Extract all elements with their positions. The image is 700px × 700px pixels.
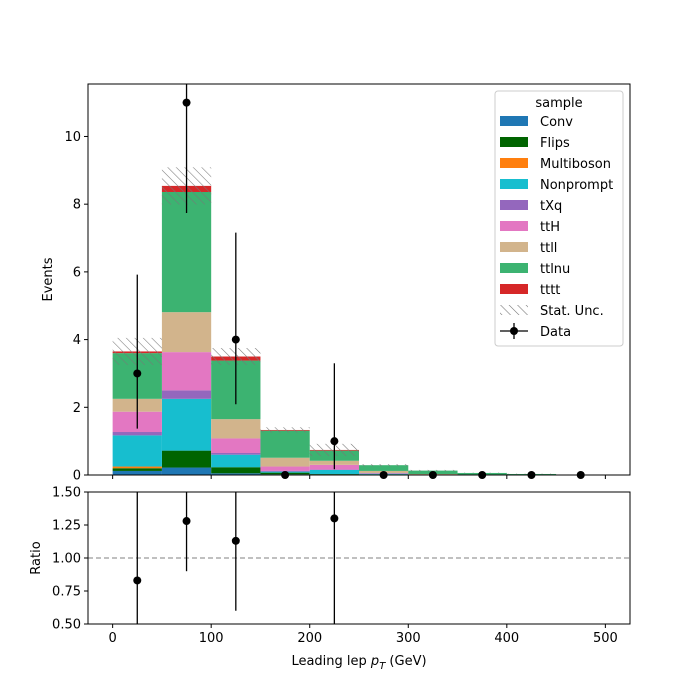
x-tick-label: 500 <box>593 631 618 646</box>
legend-title: sample <box>535 96 582 111</box>
legend-label-ttlnu: ttlnu <box>540 262 570 277</box>
x-tick-label: 400 <box>494 631 519 646</box>
legend-label-flips: Flips <box>540 136 570 151</box>
y-tick-label: 8 <box>73 198 81 213</box>
ratio-y-ticks: 0.50 0.75 1.00 1.25 1.50 <box>52 486 88 633</box>
stat-unc-band-bin-3 <box>260 427 310 433</box>
legend-swatch-txq <box>500 200 528 210</box>
ratio-point-3 <box>330 514 339 523</box>
legend-swatch-tttt <box>500 284 528 294</box>
bar-conv-bin-2 <box>211 473 261 475</box>
legend-swatch-stat-unc <box>500 305 528 315</box>
x-tick-label: 0 <box>108 631 116 646</box>
x-tick-label: 200 <box>297 631 322 646</box>
legend-swatch-conv <box>500 116 528 126</box>
legend-swatch-tth <box>500 221 528 231</box>
main-x-ticks <box>112 475 606 479</box>
legend-box <box>494 90 624 347</box>
ratio-panel: 0.50 0.75 1.00 1.25 1.50 0 100 200 300 400 500 Ra… <box>29 486 631 672</box>
bar-tth-bin-2 <box>211 438 261 453</box>
legend-label-data: Data <box>540 325 571 340</box>
data-point-2 <box>231 335 240 344</box>
legend-swatch-flips <box>500 137 528 147</box>
bar-conv-bin-0 <box>112 470 162 475</box>
data-point-0 <box>133 369 142 378</box>
legend-swatch-multiboson <box>500 158 528 168</box>
bar-conv-bin-1 <box>161 467 212 475</box>
ratio-point-1 <box>182 517 191 526</box>
ratio-point-0 <box>133 576 142 585</box>
y-tick-label: 1.25 <box>52 519 81 534</box>
y-tick-label: 1.00 <box>52 552 81 567</box>
bar-flips-bin-0 <box>112 468 162 471</box>
stat-unc-band-bin-6 <box>408 469 458 472</box>
x-tick-label: 100 <box>199 631 224 646</box>
y-tick-label: 2 <box>73 401 81 416</box>
main-y-ticks: 0 2 4 6 8 10 <box>64 130 88 484</box>
legend-swatch-ttlnu <box>500 263 528 273</box>
bar-flips-bin-1 <box>161 450 212 468</box>
legend-label-tttt: tttt <box>540 283 560 298</box>
bar-nonprompt-bin-1 <box>161 398 212 451</box>
main-y-axis-label: Events <box>41 257 56 301</box>
main-panel: 0 2 4 6 8 10 Events <box>41 83 631 484</box>
ratio-point-2 <box>231 536 240 545</box>
bar-ttlnu-bin-5 <box>359 465 409 471</box>
y-tick-label: 6 <box>73 265 81 280</box>
legend-label-ttll: ttll <box>540 241 557 256</box>
bar-txq-bin-0 <box>112 432 162 436</box>
bar-ttll-bin-2 <box>211 419 261 439</box>
legend: sample Conv Flips Multiboson Nonprompt tXq tt… <box>494 90 624 347</box>
legend-label-conv: Conv <box>540 115 573 130</box>
bar-txq-bin-1 <box>161 390 212 399</box>
y-tick-label: 0.50 <box>52 618 81 633</box>
bar-multiboson-bin-0 <box>112 466 162 469</box>
bar-flips-bin-2 <box>211 467 261 474</box>
stat-unc-band-bin-5 <box>359 464 409 467</box>
y-tick-label: 4 <box>73 333 81 348</box>
bar-nonprompt-bin-4 <box>309 469 359 474</box>
legend-swatch-nonprompt <box>500 179 528 189</box>
legend-data-marker <box>510 327 518 335</box>
legend-label-txq: tXq <box>540 199 562 214</box>
bar-tth-bin-3 <box>260 466 310 471</box>
bar-ttlnu-bin-3 <box>260 430 310 458</box>
data-point-4 <box>330 437 339 446</box>
bar-txq-bin-2 <box>211 452 261 455</box>
bar-tth-bin-1 <box>161 352 212 391</box>
legend-label-tth: ttH <box>540 220 560 235</box>
x-axis-label: Leading lep pT (GeV) <box>291 654 426 672</box>
main-plot-frame <box>87 83 631 476</box>
bar-ttll-bin-3 <box>260 457 310 467</box>
x-tick-label: 300 <box>396 631 421 646</box>
y-tick-label: 1.50 <box>52 486 81 501</box>
data-point-1 <box>182 98 191 107</box>
ratio-y-axis-label: Ratio <box>29 541 44 574</box>
legend-swatch-ttll <box>500 242 528 252</box>
bar-ttll-bin-1 <box>161 312 212 353</box>
ratio-x-ticks: 0 100 200 300 400 500 <box>108 624 618 646</box>
bar-nonprompt-bin-2 <box>211 454 261 468</box>
y-tick-label: 0 <box>73 469 81 484</box>
legend-label-stat-unc: Stat. Unc. <box>540 304 604 319</box>
y-tick-label: 10 <box>64 130 81 145</box>
ratio-points <box>133 492 339 624</box>
y-tick-label: 0.75 <box>52 585 81 600</box>
legend-label-nonprompt: Nonprompt <box>540 178 613 193</box>
legend-label-multiboson: Multiboson <box>540 157 611 172</box>
bar-nonprompt-bin-0 <box>112 435 162 467</box>
